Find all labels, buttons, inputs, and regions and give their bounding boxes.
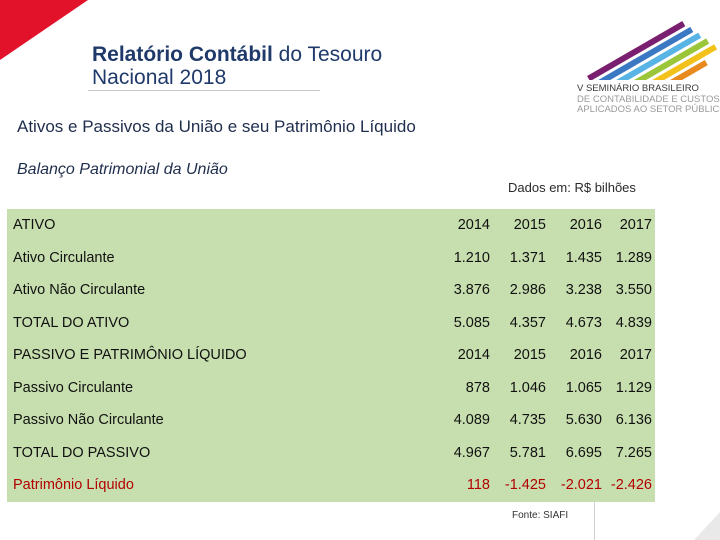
row-value: 2.986 bbox=[509, 282, 546, 299]
row-label: Passivo Não Circulante bbox=[13, 412, 164, 429]
table-row: Passivo Não Circulante 4.089 4.735 5.630 6.1… bbox=[7, 404, 655, 437]
row-value: 3.550 bbox=[615, 282, 652, 299]
slide-title-line2: Nacional 2018 bbox=[92, 66, 227, 89]
row-value: 2014 bbox=[457, 347, 490, 364]
row-value: 4.089 bbox=[453, 412, 490, 429]
row-value: 1.289 bbox=[615, 249, 652, 266]
slide-subtitle: Ativos e Passivos da União e seu Patrimô… bbox=[17, 117, 416, 136]
corner-decoration bbox=[0, 0, 88, 60]
logo-line3: APLICADOS AO SETOR PÚBLICO bbox=[577, 104, 720, 115]
row-value: 4.357 bbox=[509, 314, 546, 331]
row-value: 2015 bbox=[513, 347, 546, 364]
row-value: 1.210 bbox=[453, 249, 490, 266]
table-row: ATIVO 2014 2015 2016 2017 bbox=[7, 209, 655, 242]
table-row: Passivo Circulante 878 1.046 1.065 1.129 bbox=[7, 372, 655, 405]
row-value: 6.695 bbox=[565, 444, 602, 461]
row-value: 4.735 bbox=[509, 412, 546, 429]
row-value: -1.425 bbox=[504, 477, 546, 494]
row-value: 4.967 bbox=[453, 444, 490, 461]
row-value: 2017 bbox=[619, 347, 652, 364]
units-note: Dados em: R$ bilhões bbox=[508, 180, 636, 195]
slide-title: Relatório Contábil do Tesouro Nacional 2… bbox=[92, 43, 442, 89]
table-row: TOTAL DO ATIVO 5.085 4.357 4.673 4.839 bbox=[7, 307, 655, 340]
logo-line2: DE CONTABILIDADE E CUSTOS bbox=[577, 93, 720, 105]
row-value: 5.781 bbox=[509, 444, 546, 461]
row-label: TOTAL DO ATIVO bbox=[13, 314, 130, 331]
table-row: Patrimônio Líquido 118 -1.425 -2.021 -2.426 bbox=[7, 469, 655, 502]
table-row: TOTAL DO PASSIVO 4.967 5.781 6.695 7.265 bbox=[7, 437, 655, 470]
table-row: Ativo Não Circulante 3.876 2.986 3.238 3.550 bbox=[7, 274, 655, 307]
table-row: Ativo Circulante 1.210 1.371 1.435 1.289 bbox=[7, 242, 655, 275]
row-label: TOTAL DO PASSIVO bbox=[13, 444, 151, 461]
row-value: 2014 bbox=[457, 217, 490, 234]
row-value: 3.876 bbox=[453, 282, 490, 299]
row-label: Passivo Circulante bbox=[13, 379, 134, 396]
source-note: Fonte: SIAFI bbox=[512, 510, 569, 521]
logo-line1: V SEMINÁRIO BRASILEIRO bbox=[577, 83, 699, 94]
row-label: PASSIVO E PATRIMÔNIO LÍQUIDO bbox=[13, 347, 247, 364]
row-value: 5.085 bbox=[453, 314, 490, 331]
row-label: Ativo Circulante bbox=[13, 249, 115, 266]
section-title: Balanço Patrimonial da União bbox=[17, 161, 228, 178]
row-label: Ativo Não Circulante bbox=[13, 282, 146, 299]
row-value: 1.046 bbox=[509, 379, 546, 396]
row-value: 7.265 bbox=[615, 444, 652, 461]
row-value: -2.021 bbox=[560, 477, 602, 494]
row-value: 118 bbox=[466, 477, 490, 494]
row-value: 2017 bbox=[619, 217, 652, 234]
row-value: -2.426 bbox=[610, 477, 652, 494]
row-value: 1.371 bbox=[509, 249, 546, 266]
row-value: 1.435 bbox=[565, 249, 602, 266]
row-value: 2016 bbox=[569, 347, 602, 364]
row-value: 878 bbox=[465, 379, 490, 396]
row-value: 6.136 bbox=[615, 412, 652, 429]
row-value: 5.630 bbox=[565, 412, 602, 429]
row-value: 2015 bbox=[513, 217, 546, 234]
title-divider bbox=[88, 90, 320, 91]
row-value: 4.673 bbox=[565, 314, 602, 331]
row-label: Patrimônio Líquido bbox=[13, 477, 134, 494]
slide-title-line1: Relatório Contábil do Tesouro bbox=[92, 43, 383, 66]
footer-divider bbox=[594, 500, 595, 540]
row-value: 1.065 bbox=[565, 379, 602, 396]
balance-sheet-table: ATIVO 2014 2015 2016 2017 Ativo Circulante 1.2… bbox=[7, 209, 655, 502]
row-value: 3.238 bbox=[565, 282, 602, 299]
row-value: 2016 bbox=[569, 217, 602, 234]
seminario-logo bbox=[574, 21, 720, 122]
row-value: 1.129 bbox=[615, 379, 652, 396]
row-label: ATIVO bbox=[13, 217, 56, 234]
logo-text: V SEMINÁRIO BRASILEIRO DE CONTABILIDADE … bbox=[577, 83, 720, 116]
row-value: 4.839 bbox=[615, 314, 652, 331]
table-row: PASSIVO E PATRIMÔNIO LÍQUIDO 2014 2015 2016… bbox=[7, 339, 655, 372]
corner-decoration-bottom bbox=[694, 512, 720, 540]
